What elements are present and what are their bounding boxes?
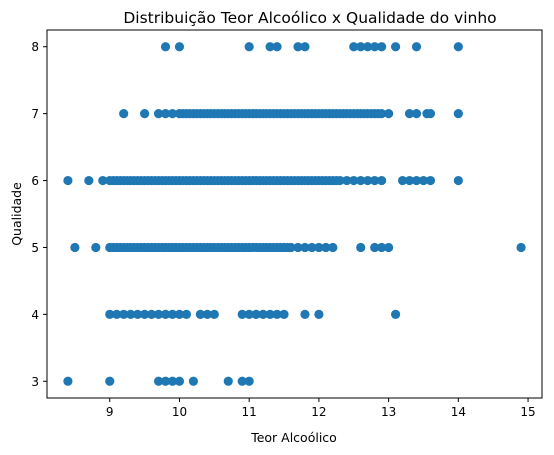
data-point bbox=[161, 42, 170, 51]
data-point bbox=[279, 310, 288, 319]
data-point bbox=[314, 310, 323, 319]
x-tick-label: 9 bbox=[106, 405, 114, 419]
data-point bbox=[63, 176, 72, 185]
plot-frame bbox=[47, 30, 542, 398]
data-point bbox=[384, 243, 393, 252]
data-point bbox=[272, 42, 281, 51]
data-point bbox=[377, 176, 386, 185]
chart-title: Distribuição Teor Alcoólico x Qualidade … bbox=[123, 9, 496, 27]
data-points bbox=[63, 42, 525, 386]
data-point bbox=[182, 310, 191, 319]
data-point bbox=[412, 42, 421, 51]
data-point bbox=[84, 176, 93, 185]
data-point bbox=[516, 243, 525, 252]
y-tick-label: 3 bbox=[31, 375, 39, 389]
y-tick-label: 4 bbox=[31, 308, 39, 322]
y-tick-label: 7 bbox=[31, 107, 39, 121]
data-point bbox=[245, 377, 254, 386]
x-tick-label: 10 bbox=[172, 405, 187, 419]
x-axis-ticks: 9 10 11 12 13 14 15 bbox=[106, 398, 536, 419]
y-tick-label: 8 bbox=[31, 40, 39, 54]
data-point bbox=[175, 42, 184, 51]
data-point bbox=[70, 243, 79, 252]
data-point bbox=[391, 42, 400, 51]
data-point bbox=[119, 109, 128, 118]
x-tick-label: 15 bbox=[520, 405, 535, 419]
data-point bbox=[210, 310, 219, 319]
data-point bbox=[377, 42, 386, 51]
data-point bbox=[224, 377, 233, 386]
data-point bbox=[454, 109, 463, 118]
x-axis-label: Teor Alcoólico bbox=[250, 430, 337, 445]
data-point bbox=[140, 109, 149, 118]
data-point bbox=[189, 377, 198, 386]
data-point bbox=[454, 176, 463, 185]
data-point bbox=[412, 109, 421, 118]
data-point bbox=[454, 42, 463, 51]
x-tick-label: 13 bbox=[381, 405, 396, 419]
y-tick-label: 6 bbox=[31, 174, 39, 188]
x-tick-label: 14 bbox=[451, 405, 466, 419]
x-tick-label: 12 bbox=[311, 405, 326, 419]
data-point bbox=[63, 377, 72, 386]
data-point bbox=[328, 243, 337, 252]
x-tick-label: 11 bbox=[242, 405, 257, 419]
data-point bbox=[356, 243, 365, 252]
data-point bbox=[300, 310, 309, 319]
data-point bbox=[245, 42, 254, 51]
y-tick-label: 5 bbox=[31, 241, 39, 255]
data-point bbox=[175, 377, 184, 386]
data-point bbox=[105, 377, 114, 386]
data-point bbox=[91, 243, 100, 252]
data-point bbox=[426, 176, 435, 185]
data-point bbox=[384, 109, 393, 118]
data-point bbox=[391, 310, 400, 319]
y-axis-ticks: 3 4 5 6 7 8 bbox=[31, 40, 47, 389]
data-point bbox=[300, 42, 309, 51]
y-axis-label: Qualidade bbox=[9, 182, 24, 246]
data-point bbox=[426, 109, 435, 118]
